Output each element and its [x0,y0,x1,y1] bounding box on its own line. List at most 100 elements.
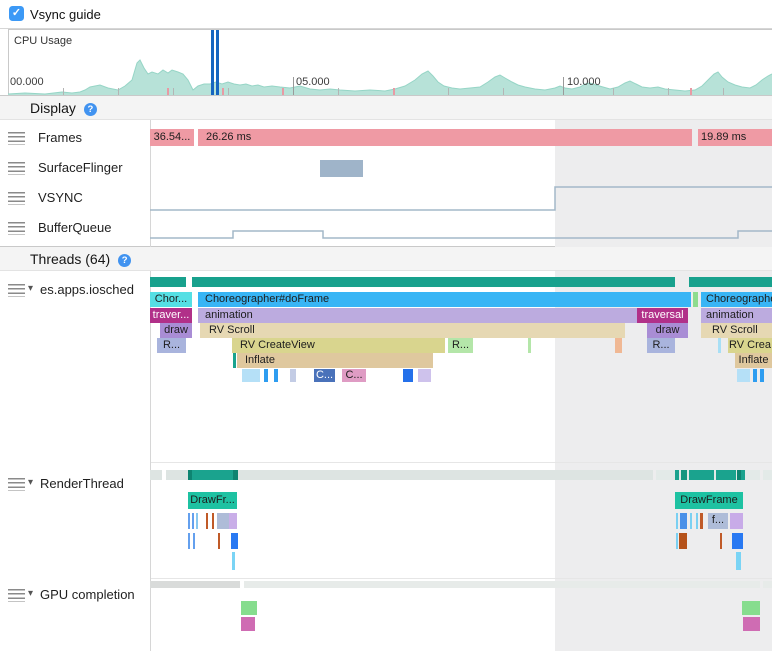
drag-handle-icon[interactable] [8,589,25,602]
display-section-header[interactable]: Display? [0,95,772,120]
trace-span[interactable] [290,369,296,382]
trace-span[interactable]: RV CreateView [232,338,445,353]
trace-span[interactable] [320,160,363,177]
trace-span[interactable] [743,617,760,631]
trace-span[interactable]: DrawFrame [675,492,743,509]
trace-span[interactable] [206,513,208,529]
trace-span[interactable]: Inflate [735,353,772,368]
trace-span[interactable] [196,513,198,529]
trace-span[interactable]: RV Scroll [200,323,625,338]
trace-span[interactable]: DrawFr... [188,492,237,509]
trace-span[interactable] [241,601,257,615]
trace-span[interactable] [528,338,531,353]
trace-span[interactable]: 36.54... [150,129,194,146]
trace-span[interactable]: 19.89 ms [698,129,772,146]
trace-span[interactable] [730,513,743,529]
trace-span[interactable] [700,513,703,529]
trace-span[interactable] [211,30,214,95]
trace-span[interactable] [760,369,764,382]
drag-handle-icon[interactable] [8,478,25,491]
trace-span[interactable] [192,277,675,287]
trace-span[interactable]: animation [198,308,637,323]
drag-handle-icon[interactable] [8,192,25,205]
threads-section-header[interactable]: Threads (64)? [0,246,772,271]
trace-span[interactable] [696,513,698,529]
trace-span[interactable]: Choreographer#doFrame [198,292,691,307]
trace-span[interactable] [418,369,431,382]
trace-span[interactable] [753,369,757,382]
trace-span[interactable] [720,533,722,549]
trace-span[interactable] [233,470,238,480]
trace-span[interactable]: Inflate [237,353,433,368]
trace-span[interactable] [274,369,278,382]
trace-span[interactable]: f... [708,513,728,529]
trace-span[interactable] [150,581,240,588]
trace-span[interactable] [680,513,687,529]
trace-span[interactable] [242,369,260,382]
trace-span[interactable] [693,292,698,307]
trace-span[interactable]: R... [157,338,186,353]
trace-span[interactable] [737,470,741,480]
trace-span[interactable] [689,470,714,480]
trace-span[interactable]: animation [701,308,772,323]
trace-span[interactable] [679,533,687,549]
trace-span[interactable] [241,617,255,631]
trace-span[interactable] [716,470,736,480]
trace-span[interactable] [675,470,679,480]
trace-span[interactable] [763,470,772,480]
trace-span[interactable] [150,277,186,287]
trace-span[interactable]: traversal [637,308,688,323]
trace-span[interactable]: C... [314,369,335,382]
trace-span[interactable] [737,369,750,382]
trace-span[interactable] [193,533,195,549]
vsync-guide-checkbox[interactable]: ✓ [9,6,24,21]
trace-span[interactable] [188,513,190,529]
trace-span[interactable] [231,533,238,549]
trace-span[interactable] [212,513,214,529]
trace-span[interactable] [216,30,219,95]
trace-span[interactable] [188,470,192,480]
trace-span[interactable] [689,277,772,287]
drag-handle-icon[interactable] [8,222,25,235]
trace-span[interactable] [742,601,760,615]
help-icon[interactable]: ? [83,103,97,116]
help-icon[interactable]: ? [118,254,132,267]
collapse-caret-icon[interactable]: ▾ [28,283,34,294]
trace-span[interactable] [188,533,190,549]
trace-span[interactable] [615,338,622,353]
trace-span[interactable] [192,470,233,480]
drag-handle-icon[interactable] [8,132,25,145]
trace-span[interactable] [681,470,687,480]
drag-handle-icon[interactable] [8,162,25,175]
trace-span[interactable] [150,470,162,480]
trace-span[interactable] [233,353,236,368]
cpu-usage-pane[interactable] [8,29,772,96]
trace-span[interactable] [676,513,678,529]
trace-span[interactable]: RV Scroll [701,323,772,338]
trace-span[interactable] [763,581,772,588]
trace-span[interactable] [166,470,653,480]
trace-span[interactable] [690,513,692,529]
trace-span[interactable] [676,533,678,549]
trace-span[interactable] [192,513,194,529]
trace-span[interactable]: R... [647,338,675,353]
drag-handle-icon[interactable] [8,284,25,297]
collapse-caret-icon[interactable]: ▾ [28,588,34,599]
trace-span[interactable]: C... [342,369,366,382]
trace-span[interactable]: Chor... [150,292,192,307]
trace-span[interactable] [736,552,741,570]
trace-span[interactable] [217,513,229,529]
trace-span[interactable]: R... [448,338,473,353]
trace-span[interactable]: 26.26 ms [198,129,692,146]
trace-span[interactable]: draw [160,323,192,338]
trace-span[interactable]: Choreographe [701,292,772,307]
trace-span[interactable]: draw [647,323,688,338]
trace-span[interactable] [232,552,235,570]
trace-span[interactable]: RV Crea [728,338,772,353]
trace-span[interactable] [244,581,760,588]
trace-span[interactable] [718,338,721,353]
collapse-caret-icon[interactable]: ▾ [28,477,34,488]
trace-span[interactable] [732,533,743,549]
trace-span[interactable] [403,369,413,382]
trace-span[interactable] [741,470,745,480]
